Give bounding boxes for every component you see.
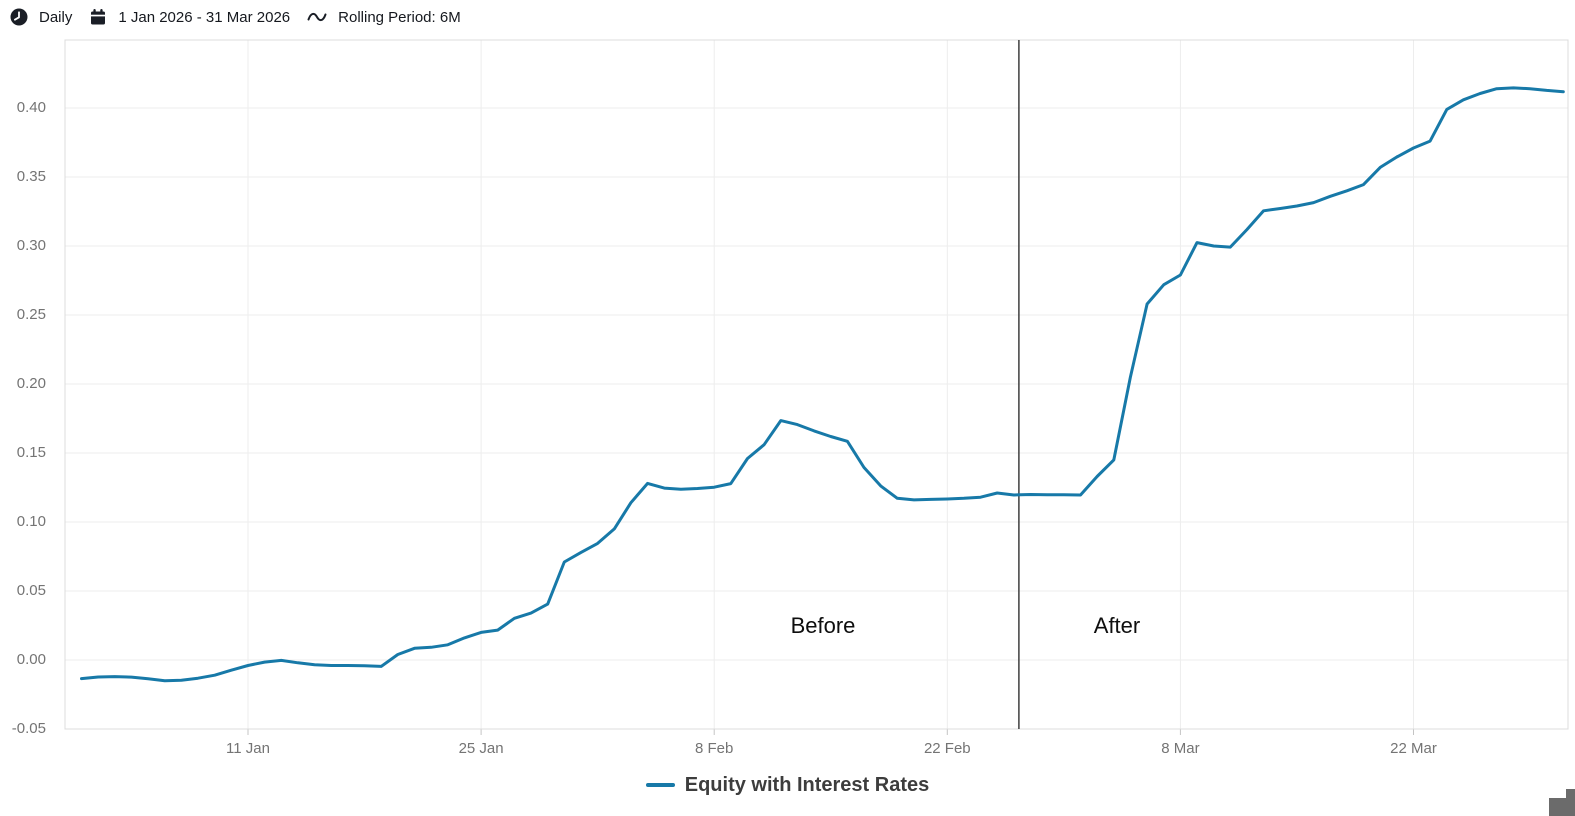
annotation-after: After [1093,613,1141,638]
y-axis-label: 0.05 [16,582,46,599]
y-axis-label: 0.20 [16,375,46,393]
annotation-before: Before [790,613,856,638]
y-axis-label: 0.30 [16,237,46,255]
y-axis-label: 0.40 [16,99,46,117]
frequency-label: Daily [39,8,73,26]
x-axis-label: 8 Mar [1161,740,1200,757]
date-range-control[interactable]: 1 Jan 2026 - 31 Mar 2026 [88,7,290,27]
legend-item-equity[interactable]: Equity with Interest Rates [645,773,930,797]
toolbar: Daily 1 Jan 2026 - 31 Mar 2026 Rolling P… [0,0,1575,34]
wave-icon [307,12,327,22]
series-line-equity [80,86,1565,683]
y-axis-label: 0.00 [16,651,46,668]
legend-line-swatch [645,783,675,787]
calendar-icon [91,9,106,25]
frequency-control[interactable]: Daily [9,7,72,27]
legend: Equity with Interest Rates [0,769,1575,801]
legend-label: Equity with Interest Rates [684,773,930,796]
clock-icon [10,8,28,26]
rolling-period-control[interactable]: Rolling Period: 6M [306,7,461,27]
rolling-period-label: Rolling Period: 6M [338,8,461,26]
date-range-label: 1 Jan 2026 - 31 Mar 2026 [118,8,291,26]
x-axis-label: 22 Feb [923,740,971,757]
y-axis-label: 0.10 [16,513,46,530]
x-axis-label: 25 Jan [458,740,504,757]
y-axis-label: 0.35 [16,168,46,186]
x-axis-label: 8 Feb [695,740,734,757]
y-axis-label: 0.25 [16,306,46,324]
x-axis-label: 22 Mar [1390,740,1437,757]
plot-frame [64,39,1569,730]
x-axis-label: 11 Jan [226,740,270,757]
y-axis-label: 0.15 [16,444,46,461]
y-axis-label: -0.05 [11,720,46,737]
